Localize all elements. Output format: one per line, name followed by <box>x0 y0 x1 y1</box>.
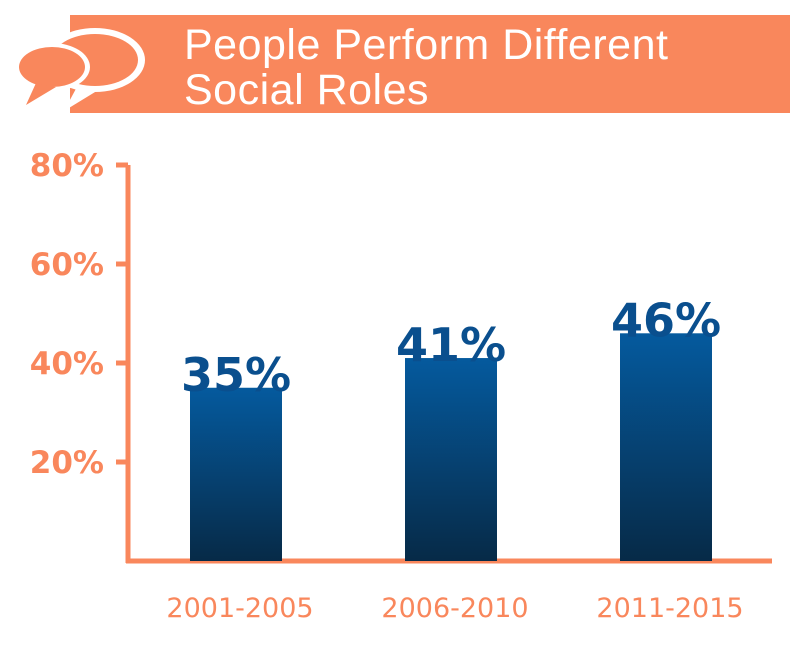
x-tick-label: 2006-2010 <box>381 593 528 624</box>
title-banner-background <box>70 15 790 113</box>
title-line-1: People Perform Different <box>184 21 669 69</box>
title-banner: People Perform Different Social Roles <box>0 15 790 113</box>
bar <box>190 387 282 561</box>
data-label: 46% <box>611 293 721 347</box>
chart-labels: 20% 40% 60% 80% 2001-2005 35% 2006-2010 41% 2011… <box>30 148 744 624</box>
data-label: 35% <box>181 348 291 402</box>
bar <box>620 333 712 561</box>
chart-title: People Perform Different Social Roles <box>184 23 784 113</box>
x-tick-label: 2011-2015 <box>596 593 743 624</box>
data-label: 41% <box>396 318 506 372</box>
y-tick-label: 40% <box>30 346 104 382</box>
title-line-2: Social Roles <box>184 66 429 114</box>
y-tick-label: 20% <box>30 445 104 481</box>
y-tick-label: 80% <box>30 148 104 184</box>
y-tick-label: 60% <box>30 247 104 283</box>
bar <box>405 358 497 561</box>
x-tick-label: 2001-2005 <box>166 593 313 624</box>
speech-bubbles-icon <box>14 15 170 113</box>
bar-series <box>190 333 712 561</box>
